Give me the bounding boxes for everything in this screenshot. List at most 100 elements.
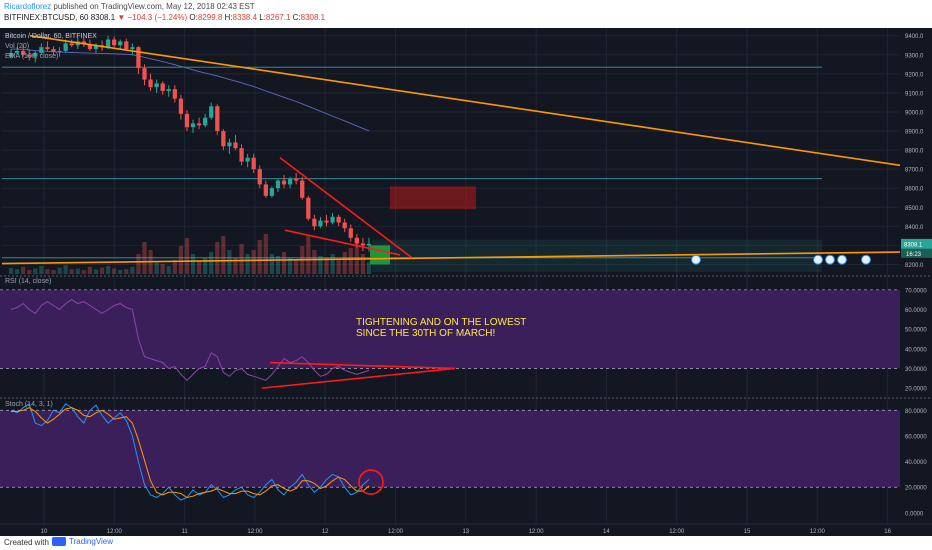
volume-bar bbox=[348, 248, 353, 274]
volume-bar bbox=[184, 238, 190, 274]
candle-body bbox=[360, 243, 366, 246]
candle-body bbox=[45, 47, 50, 50]
candle-body bbox=[336, 216, 341, 223]
candle-body bbox=[57, 50, 62, 52]
candle-body bbox=[33, 52, 38, 57]
long-position-box bbox=[370, 245, 390, 265]
countdown-value: 16:23 bbox=[906, 252, 922, 258]
volume-bar bbox=[57, 267, 62, 274]
author-link[interactable]: Ricardoflorez bbox=[4, 2, 52, 11]
volume-bar bbox=[75, 268, 80, 274]
price-change: ▼ −104.3 (−1.24%) bbox=[117, 13, 188, 22]
time-tick-label: 11 bbox=[181, 529, 188, 535]
candle-body bbox=[203, 117, 208, 126]
price-tick-label: 9400.0 bbox=[905, 34, 924, 40]
candle-body bbox=[14, 50, 20, 53]
event-flag-icon bbox=[861, 254, 871, 265]
volume-bar bbox=[312, 250, 317, 274]
last-price: 8308.1 bbox=[90, 13, 116, 22]
volume-bar bbox=[93, 269, 99, 274]
candle-body bbox=[318, 220, 323, 227]
stop-zone-box bbox=[390, 186, 476, 210]
candle-body bbox=[215, 106, 220, 132]
time-tick-label: 10 bbox=[41, 529, 48, 535]
candle-body bbox=[154, 83, 159, 88]
price-pane[interactable]: 9400.0 9300.0 9200.0 9100.0 9000.0 8900.0 8800… bbox=[0, 28, 932, 536]
time-tick-label: 13 bbox=[462, 529, 469, 535]
volume-bar bbox=[227, 250, 232, 274]
candle-body bbox=[196, 123, 202, 126]
time-tick-label: 12:00 bbox=[388, 529, 404, 535]
rsi-title: RSI (14, close) bbox=[5, 278, 51, 285]
rsi-tick-label: 70.0000 bbox=[905, 288, 927, 294]
volume-bar bbox=[39, 266, 44, 274]
candle-body bbox=[251, 157, 256, 170]
candle-body bbox=[160, 83, 165, 91]
footer: Created with TradingView bbox=[0, 536, 932, 550]
close-value: 8308.1 bbox=[300, 13, 326, 22]
price-tick-label: 8700.0 bbox=[905, 168, 924, 174]
rsi-annotation-line2: SINCE THE 30TH OF MARCH! bbox=[356, 328, 495, 339]
candle-body bbox=[81, 41, 86, 45]
candle-body bbox=[221, 131, 226, 147]
event-flag-icon bbox=[837, 254, 847, 265]
time-tick-label: 12:00 bbox=[669, 529, 685, 535]
rsi-pane[interactable]: 70.0000 60.0000 50.0000 40.0000 30.0000 20.00… bbox=[0, 288, 932, 399]
event-flag-icon bbox=[825, 254, 835, 265]
candle-body bbox=[136, 47, 141, 69]
volume-bar bbox=[51, 270, 56, 274]
time-tick-label: 12 bbox=[322, 529, 329, 535]
rsi-tick-label: 20.0000 bbox=[905, 387, 927, 393]
candle-body bbox=[87, 44, 93, 50]
candle-body bbox=[39, 47, 44, 53]
candle-body bbox=[27, 54, 32, 57]
ema-indicator-label: EMA (100, close) bbox=[5, 53, 58, 60]
time-tick-label: 15 bbox=[744, 529, 751, 535]
rsi-band bbox=[0, 289, 900, 369]
price-axis-bg bbox=[900, 28, 932, 536]
wedge-upper-line bbox=[279, 157, 413, 259]
publish-header: Ricardoflorez published on TradingView.c… bbox=[0, 0, 932, 28]
volume-bar bbox=[172, 260, 177, 274]
publish-info: Ricardoflorez published on TradingView.c… bbox=[4, 2, 255, 11]
volume-bar bbox=[203, 258, 208, 274]
candle-body bbox=[118, 41, 123, 46]
stoch-band bbox=[0, 410, 900, 488]
volume-bar bbox=[33, 268, 38, 274]
volume-bar bbox=[196, 262, 202, 274]
volume-bar bbox=[275, 256, 281, 274]
time-axis[interactable]: 10 12:00 11 12:00 12 12:00 13 12:00 14 12:00 15 12:… bbox=[0, 523, 932, 536]
volume-bar bbox=[330, 254, 335, 274]
candle-body bbox=[233, 142, 238, 149]
last-price-tag bbox=[901, 238, 932, 249]
time-tick-label: 16 bbox=[884, 529, 891, 535]
volume-bar bbox=[324, 258, 329, 274]
open-value: 8299.8 bbox=[197, 13, 223, 22]
symbol-line: BITFINEX:BTCUSD, 60 bbox=[4, 13, 89, 22]
volume-bar bbox=[190, 254, 196, 274]
stoch-highlight-circle bbox=[358, 469, 384, 495]
event-flag-icon bbox=[813, 254, 823, 265]
high-value: 8338.4 bbox=[232, 13, 258, 22]
volume-bar bbox=[69, 269, 74, 274]
stoch-pane[interactable]: 80.0000 60.0000 40.0000 20.0000 0.0000 bbox=[0, 403, 927, 518]
volume-bar bbox=[318, 256, 323, 274]
volume-bar bbox=[166, 266, 171, 274]
candle-body bbox=[63, 43, 68, 51]
volume-bar bbox=[45, 269, 50, 274]
chart-canvas[interactable]: 9400.0 9300.0 9200.0 9100.0 9000.0 8900.0 8800… bbox=[0, 28, 932, 536]
volume-bar bbox=[178, 246, 184, 274]
candle-body bbox=[184, 113, 190, 128]
ema-line bbox=[11, 48, 370, 132]
time-tick-label: 12:00 bbox=[247, 529, 263, 535]
price-tick-label: 8500.0 bbox=[905, 206, 924, 212]
tradingview-link[interactable]: TradingView bbox=[52, 537, 113, 546]
volume-bar bbox=[63, 265, 68, 274]
rsi-tick-label: 50.0000 bbox=[905, 328, 927, 334]
candle-body bbox=[142, 68, 147, 80]
candle-body bbox=[342, 222, 347, 229]
rsi-triangle-upper bbox=[269, 361, 456, 370]
rsi-tick-label: 40.0000 bbox=[905, 347, 927, 353]
volume-bar bbox=[294, 260, 299, 274]
time-axis-bg bbox=[0, 524, 932, 536]
